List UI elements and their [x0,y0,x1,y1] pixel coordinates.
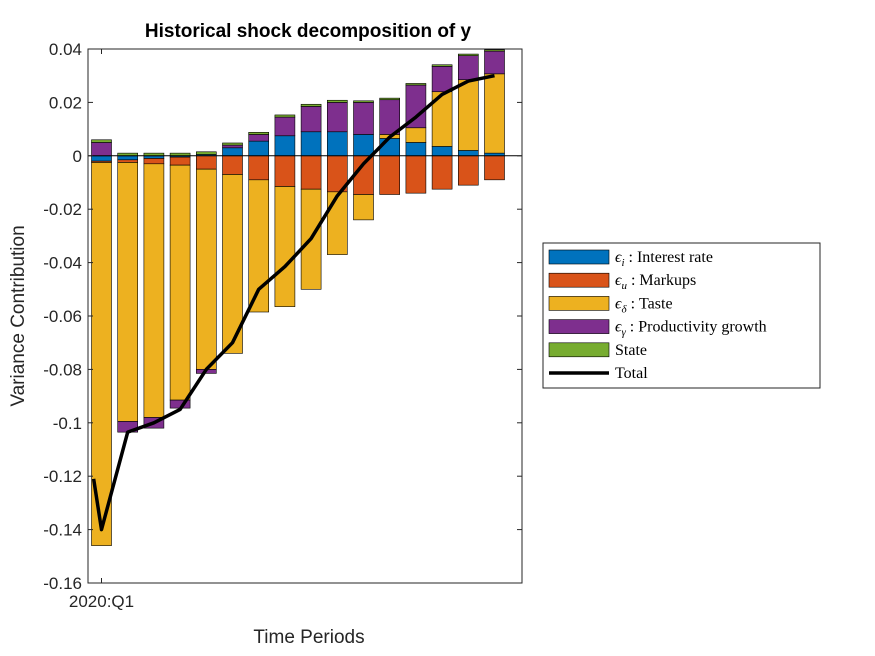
legend-entry: ϵγ : Productivity growth [615,319,767,339]
bar-segment [117,155,138,161]
bar-segment [379,99,401,135]
bar-segment [484,155,505,181]
bar-segment [353,100,374,103]
bar-segment [196,168,217,370]
bar-segment [379,138,401,157]
bar-segment [457,155,479,186]
bar-segment [248,132,269,135]
legend-entry: ϵδ : Taste [615,295,673,315]
bar-segment [484,49,505,52]
legend-swatch [548,319,610,334]
bar-segment [431,66,453,93]
bar-segment [248,134,269,142]
bar-segment [248,155,269,181]
y-tick-label: -0.14 [43,521,82,540]
bar-segment [91,162,112,546]
bar-segment [222,155,243,175]
y-tick-label: -0.04 [43,254,82,273]
bar-segment [353,194,374,221]
legend-swatch [548,296,610,311]
legend: ϵi : Interest rate ϵu : Markups ϵδ : Taste… [542,242,821,389]
bar-segment [222,147,243,157]
legend-swatch [548,249,610,265]
bar-segment [274,116,296,137]
bar-segment [484,73,505,154]
bar-segment [300,106,322,133]
bar-segment [405,155,427,194]
chart-title: Historical shock decomposition of y [145,21,472,42]
bar-segment [431,64,453,67]
y-tick-label: -0.12 [43,467,82,486]
bar-segment [353,134,374,157]
y-tick-label: -0.06 [43,307,82,326]
bar-segment [169,156,191,166]
legend-entry: ϵi : Interest rate [615,249,713,269]
bar-segment [117,159,138,163]
bar-segment [484,50,505,75]
y-tick-label: -0.08 [43,360,82,379]
legend-swatch [548,272,610,288]
bar-segment [326,191,348,255]
bar-segment [248,179,269,313]
bar-segment [457,53,479,56]
bar-segment [379,155,401,195]
legend-box [542,242,821,389]
legend-entry: ϵu : Markups [615,272,696,292]
bar-segment [431,155,453,190]
bar-segment [274,186,296,307]
bar-segment [379,97,401,101]
bar-segment [222,144,243,149]
bar-segment [457,150,479,157]
x-tick-label: 2020:Q1 [69,592,134,611]
x-axis-label: Time Periods [253,627,364,648]
x-axis-ticks: 2020:Q1 [69,49,134,611]
bar-segment [222,142,243,146]
legend-entry: Total [615,365,648,382]
bar-segment [274,155,296,187]
bar-segment [169,164,191,401]
bar-segment [300,155,322,190]
bar-segment [405,142,427,157]
bar-segment [91,142,112,157]
bar-segment [300,103,322,107]
bar-segment [457,55,479,81]
bar-segment [274,114,296,118]
y-tick-label: -0.16 [43,574,82,593]
bar-segment [143,158,165,165]
y-axis-label: Variance Contribution [8,225,29,406]
bar-segment [196,151,217,155]
bar-segment [143,163,165,418]
bar-segment [431,146,453,157]
y-tick-label: 0.04 [49,40,82,59]
bar-segment [326,131,348,157]
bar-segment [326,99,348,103]
y-tick-label: -0.1 [53,414,82,433]
bar-segment [457,79,479,151]
y-tick-label: 0 [73,147,82,166]
legend-entry: State [615,342,647,359]
total-line [91,73,495,532]
bar-segment [274,135,296,157]
bar-segment [300,131,322,157]
bar-segment [117,162,138,422]
bar-segment [405,83,427,86]
bar-segment [91,155,112,162]
bar-segment [196,155,217,170]
y-tick-label: -0.02 [43,200,82,219]
bar-segment [222,174,243,354]
y-axis-ticks: 0.04 0.02 0 -0.02 -0.04 -0.06 -0.08 -0.1 -0.12 -0… [43,40,522,593]
legend-swatch [548,342,610,358]
bar-segment [326,102,348,133]
y-tick-label: 0.02 [49,93,82,112]
bar-segment [91,139,112,143]
bar-segment [248,140,269,157]
bar-segment [405,127,427,143]
bar-segment [353,102,374,135]
